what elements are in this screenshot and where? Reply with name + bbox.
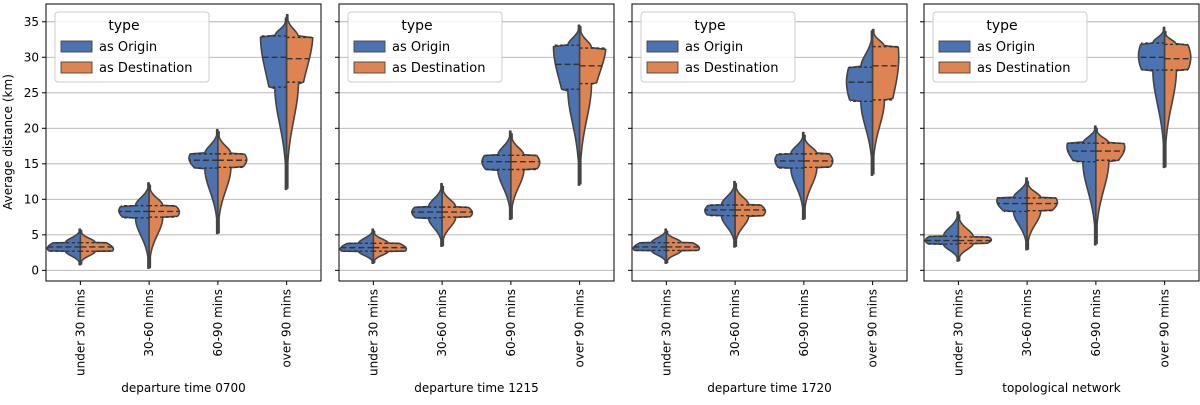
legend-box-3 bbox=[640, 11, 796, 83]
violin-origin-2 bbox=[411, 182, 443, 247]
legend-swatch-2 bbox=[353, 61, 386, 74]
violin-origin-2 bbox=[118, 182, 150, 270]
plot-frame-4 bbox=[923, 3, 1200, 282]
violin-origin-4 bbox=[552, 24, 581, 186]
violin-destination-3 bbox=[803, 134, 834, 220]
x-tick-label-1: under 30 mins bbox=[366, 289, 380, 376]
violin-origin-4 bbox=[1137, 26, 1166, 169]
legend-box-2 bbox=[347, 11, 503, 83]
violin-origin-1 bbox=[339, 228, 375, 265]
x-tick-label-1: under 30 mins bbox=[951, 289, 965, 376]
x-tick-label-2: 30-60 mins bbox=[435, 289, 449, 357]
legend-swatch-1 bbox=[60, 40, 93, 53]
legend-title-3: type bbox=[694, 18, 725, 34]
legend-swatch-2 bbox=[938, 61, 971, 74]
legend-title-1: type bbox=[108, 18, 139, 34]
legend-label-1: as Origin bbox=[392, 40, 450, 55]
violin-destination-3 bbox=[217, 131, 248, 234]
violin-destination-1 bbox=[957, 214, 993, 262]
y-tick-label-35: 35 bbox=[24, 15, 39, 29]
violin-origin-3 bbox=[1066, 125, 1097, 246]
violin-destination-3 bbox=[1095, 127, 1126, 245]
x-tick-label-3: 60-90 mins bbox=[797, 289, 811, 357]
violin-origin-1 bbox=[632, 228, 668, 265]
x-tick-label-1: under 30 mins bbox=[73, 289, 87, 376]
x-tick-label-4: over 90 mins bbox=[573, 289, 587, 368]
legend-label-2: as Destination bbox=[99, 61, 192, 76]
x-tick-label-3: 60-90 mins bbox=[504, 289, 518, 357]
violin-destination-4 bbox=[1163, 30, 1192, 168]
legend-label-2: as Destination bbox=[977, 61, 1070, 76]
legend-swatch-2 bbox=[60, 61, 93, 74]
legend-swatch-1 bbox=[646, 40, 679, 53]
y-axis-label: Average distance (km) bbox=[1, 74, 15, 210]
x-tick-label-3: 60-90 mins bbox=[1089, 289, 1103, 357]
violin-destination-1 bbox=[372, 230, 408, 264]
legend-swatch-1 bbox=[938, 40, 971, 53]
legend-label-1: as Origin bbox=[99, 40, 157, 55]
x-tick-label-2: 30-60 mins bbox=[728, 289, 742, 357]
x-axis-label-1: departure time 0700 bbox=[121, 381, 246, 395]
x-axis-label-2: departure time 1215 bbox=[414, 381, 539, 395]
violin-origin-4 bbox=[259, 17, 288, 191]
legend-label-1: as Origin bbox=[977, 40, 1035, 55]
y-tick-label-0: 0 bbox=[31, 263, 39, 277]
y-tick-label-30: 30 bbox=[24, 50, 39, 64]
violin-origin-3 bbox=[188, 128, 219, 235]
y-tick-label-15: 15 bbox=[24, 157, 39, 171]
y-tick-label-20: 20 bbox=[24, 121, 39, 135]
violin-destination-4 bbox=[285, 13, 314, 189]
y-tick-label-10: 10 bbox=[24, 192, 39, 206]
x-tick-label-4: over 90 mins bbox=[866, 289, 880, 368]
violin-destination-1 bbox=[79, 229, 115, 265]
y-tick-label-25: 25 bbox=[24, 86, 39, 100]
x-axis-label-3: departure time 1720 bbox=[707, 381, 832, 395]
legend-box-4 bbox=[932, 11, 1088, 83]
legend-box-1 bbox=[54, 11, 210, 83]
violin-destination-2 bbox=[734, 182, 767, 247]
violin-origin-3 bbox=[481, 130, 512, 221]
legend-title-2: type bbox=[401, 18, 432, 34]
y-tick-label-5: 5 bbox=[31, 228, 39, 242]
x-tick-label-2: 30-60 mins bbox=[1020, 289, 1034, 357]
violin-destination-2 bbox=[441, 185, 474, 247]
legend-label-2: as Destination bbox=[685, 61, 778, 76]
plot-frame-3 bbox=[631, 3, 908, 282]
x-tick-label-3: 60-90 mins bbox=[211, 289, 225, 357]
x-tick-label-4: over 90 mins bbox=[1158, 289, 1172, 368]
x-axis-label-4: topological network bbox=[1002, 381, 1121, 395]
violin-origin-2 bbox=[704, 180, 736, 248]
x-tick-label-2: 30-60 mins bbox=[142, 289, 156, 357]
legend-swatch-1 bbox=[353, 40, 386, 53]
x-tick-label-4: over 90 mins bbox=[280, 289, 294, 368]
plot-frame-1 bbox=[45, 3, 322, 282]
violin-origin-2 bbox=[996, 177, 1028, 251]
plot-frame-2 bbox=[338, 3, 615, 282]
legend-label-1: as Origin bbox=[685, 40, 743, 55]
legend-title-4: type bbox=[986, 18, 1017, 34]
x-tick-label-1: under 30 mins bbox=[659, 289, 673, 376]
legend-label-2: as Destination bbox=[392, 61, 485, 76]
legend-swatch-2 bbox=[646, 61, 679, 74]
